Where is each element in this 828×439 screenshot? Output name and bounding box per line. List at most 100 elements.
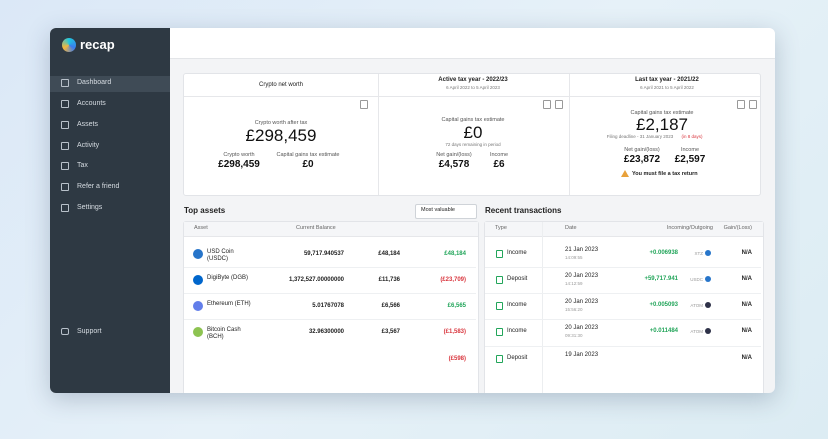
divider bbox=[184, 96, 760, 97]
label: Income bbox=[489, 152, 509, 158]
value: £298,459 bbox=[218, 159, 260, 170]
tx-unit: ATOM bbox=[690, 329, 703, 334]
warning-icon bbox=[621, 170, 629, 177]
icon-button[interactable] bbox=[749, 100, 757, 109]
tx-gain: N/A bbox=[741, 276, 752, 282]
type-icon bbox=[496, 355, 503, 363]
divider bbox=[378, 74, 379, 195]
asset-name: DigiByte (DGB) bbox=[207, 275, 249, 281]
col-header: Type bbox=[495, 225, 507, 231]
nav-icon[interactable] bbox=[61, 162, 69, 170]
coin-icon bbox=[193, 249, 203, 259]
table-header bbox=[485, 222, 763, 237]
tx-amount: +0.006938 bbox=[649, 250, 678, 256]
balance: 32.96300000 bbox=[308, 329, 344, 335]
col-title: Active tax year - 2022/23 bbox=[438, 77, 508, 83]
note: Filing deadline - 31 January 2023 bbox=[606, 134, 674, 139]
warning: You must file a tax return bbox=[632, 171, 698, 177]
tx-type: Deposit bbox=[507, 355, 528, 361]
nav-icon[interactable] bbox=[61, 100, 69, 108]
nav-icon[interactable] bbox=[61, 183, 69, 191]
support-icon[interactable] bbox=[61, 328, 69, 335]
tx-amount: +0.005093 bbox=[649, 302, 678, 308]
balance: 1,372,527.00000000 bbox=[288, 277, 344, 283]
tx-unit: USDC bbox=[690, 277, 703, 282]
tx-time: 14:12:59 bbox=[565, 281, 583, 286]
col-title: Crypto net worth bbox=[258, 82, 304, 88]
divider bbox=[569, 74, 570, 195]
tx-type: Income bbox=[507, 302, 527, 308]
coin-icon bbox=[193, 301, 203, 311]
label: Crypto worth bbox=[223, 152, 255, 158]
note: 72 days remaining in period bbox=[445, 142, 501, 147]
balance: 59,717.940537 bbox=[303, 251, 344, 257]
nav-item[interactable]: Refer a friend bbox=[77, 183, 120, 190]
balance: 5.01767078 bbox=[312, 303, 344, 309]
nav-icon[interactable] bbox=[61, 142, 69, 150]
type-icon bbox=[496, 276, 503, 284]
value-large: £2,187 bbox=[636, 115, 688, 134]
value: £6 bbox=[493, 159, 505, 170]
col-sub: 6 April 2021 to 5 April 2022 bbox=[640, 85, 694, 90]
asset-name: Bitcoin Cash (BCH) bbox=[207, 327, 241, 340]
nav-item[interactable]: Settings bbox=[77, 204, 103, 211]
row-divider bbox=[184, 267, 476, 268]
value: £2,597 bbox=[674, 154, 706, 165]
tx-type: Income bbox=[507, 328, 527, 334]
support-link[interactable]: Support bbox=[77, 328, 102, 335]
nav-item[interactable]: Assets bbox=[77, 121, 99, 128]
asset-name: Ethereum (ETH) bbox=[207, 301, 251, 307]
type-icon bbox=[496, 328, 503, 336]
divider bbox=[542, 222, 543, 393]
label: Net gain/(loss) bbox=[436, 152, 472, 158]
col-header: Asset bbox=[194, 225, 208, 231]
value-large: £0 bbox=[463, 123, 483, 142]
col-header: Incoming/Outgoing bbox=[666, 225, 713, 231]
section-title: Recent transactions bbox=[485, 206, 562, 215]
nav-icon[interactable] bbox=[61, 121, 69, 129]
col-header: Date bbox=[565, 225, 577, 231]
app-window: recap Dashboard Accounts Assets Activity Tax R… bbox=[50, 28, 775, 393]
summary-card bbox=[183, 73, 761, 196]
tx-date: 20 Jan 2023 bbox=[565, 325, 599, 331]
tx-date: 20 Jan 2023 bbox=[565, 273, 599, 279]
sort-label[interactable]: Most valuable bbox=[421, 207, 455, 213]
sort-dropdown[interactable] bbox=[415, 204, 477, 219]
gain: (£1,583) bbox=[443, 329, 466, 335]
coin-icon bbox=[705, 250, 711, 256]
tx-date: 20 Jan 2023 bbox=[565, 299, 599, 305]
table-header bbox=[184, 222, 478, 237]
value: £3,567 bbox=[381, 329, 400, 335]
icon-button[interactable] bbox=[555, 100, 563, 109]
row-divider bbox=[485, 267, 761, 268]
label: Net gain/(loss) bbox=[624, 147, 660, 153]
icon-button[interactable] bbox=[737, 100, 745, 109]
coin-icon bbox=[705, 302, 711, 308]
icon-button[interactable] bbox=[543, 100, 551, 109]
tx-date: 21 Jan 2023 bbox=[565, 247, 599, 253]
value: £23,872 bbox=[623, 154, 661, 165]
logo: recap bbox=[80, 37, 115, 52]
value-large: £298,459 bbox=[245, 126, 317, 145]
row-divider bbox=[485, 293, 761, 294]
type-icon bbox=[496, 302, 503, 310]
transactions-table bbox=[484, 221, 764, 393]
tx-unit: XTZ bbox=[694, 251, 704, 256]
row-divider bbox=[485, 319, 761, 320]
tx-unit: ATOM bbox=[690, 303, 703, 308]
col-header: Gain/(Loss) bbox=[723, 225, 752, 231]
asset-name: USD Coin (USDC) bbox=[207, 249, 234, 262]
nav-icon[interactable] bbox=[61, 204, 69, 212]
nav-active bbox=[50, 76, 170, 92]
col-header: Current Balance bbox=[296, 225, 336, 231]
nav-item[interactable]: Activity bbox=[77, 142, 100, 149]
tx-amount: +0.011484 bbox=[649, 328, 678, 334]
top-bar bbox=[170, 28, 775, 59]
icon-button[interactable] bbox=[360, 100, 368, 109]
nav-icon[interactable] bbox=[61, 79, 69, 87]
coin-icon bbox=[705, 328, 711, 334]
nav-item[interactable]: Tax bbox=[77, 162, 88, 169]
nav-item[interactable]: Accounts bbox=[77, 100, 106, 107]
value: £6,566 bbox=[381, 303, 400, 309]
nav-item[interactable]: Dashboard bbox=[77, 79, 112, 86]
